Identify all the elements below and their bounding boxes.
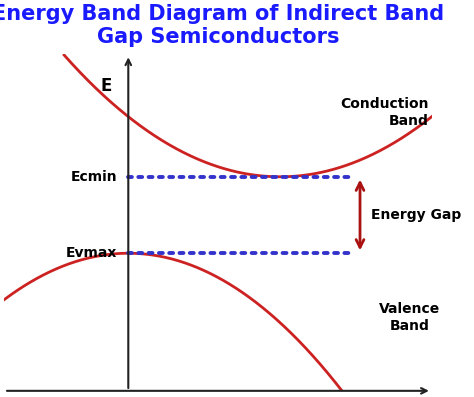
- Text: E: E: [100, 77, 112, 95]
- Text: Conduction
Band: Conduction Band: [340, 98, 429, 128]
- Text: Evmax: Evmax: [66, 246, 117, 260]
- Text: Ecmin: Ecmin: [71, 170, 117, 184]
- Text: Energy Gap: Energy Gap: [371, 208, 461, 222]
- Title: Energy Band Diagram of Indirect Band
Gap Semiconductors: Energy Band Diagram of Indirect Band Gap…: [0, 4, 444, 47]
- Text: Valence
Band: Valence Band: [379, 303, 440, 333]
